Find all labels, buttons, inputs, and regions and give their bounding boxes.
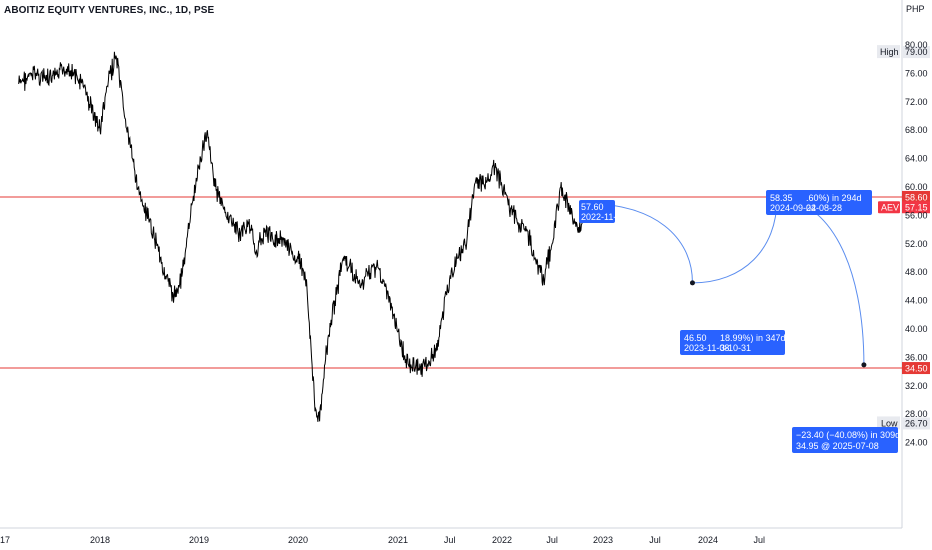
annotation-end-text: −23.40 (−40.08%) in 309d: [796, 430, 900, 440]
x-tick-label: 2018: [90, 535, 110, 545]
annotation-start-bg: [579, 200, 615, 223]
level-price-tag: [902, 362, 930, 375]
annotation-end-text: 34.95 @ 2025-07-08: [796, 441, 879, 451]
y-tick-label: 56.00: [905, 210, 928, 220]
annotation-trough-text: 46.50: [684, 333, 707, 343]
level-price-label: 34.50: [905, 364, 928, 374]
y-tick-label: 48.00: [905, 267, 928, 277]
annotation-peak-text: 58.35: [770, 193, 793, 203]
annotation-trough-bg: [680, 330, 785, 355]
x-tick-label: 2024: [698, 535, 718, 545]
price-series: [18, 51, 592, 422]
chart-title: ABOITIZ EQUITY VENTURES, INC., 1D, PSE: [4, 5, 215, 16]
x-tick-label: 2023: [593, 535, 613, 545]
plot-area: [0, 0, 903, 529]
symbol-tag: [878, 201, 900, 214]
y-tick-label: 36.00: [905, 352, 928, 362]
currency-label: PHP: [906, 4, 925, 14]
projection-curve: [590, 198, 865, 365]
annotation-peak-bg: [766, 190, 872, 215]
low-label: Low: [881, 418, 898, 428]
annotation-trough-text: 3-10-31: [720, 343, 751, 353]
annotation-trough-text: 18.99%) in 347d: [720, 333, 786, 343]
annotation-peak-text: 24-08-28: [806, 203, 842, 213]
high-label: High: [880, 47, 899, 57]
x-tick-label: Jul: [753, 535, 765, 545]
low-value: 26.70: [905, 418, 928, 428]
projection-point: [861, 362, 867, 368]
y-axis: PHP 80.00 76.00 72.00 68.00 64.00 60.00 56.00 52…: [905, 4, 928, 448]
annotation-trough-text: 2023-11-08: [684, 343, 729, 353]
x-tick-label: Jul: [444, 535, 456, 545]
annotation-peak-text: 2024-09-02: [770, 203, 816, 213]
x-tick-label: Jul: [649, 535, 661, 545]
x-axis: 17 2018 2019 2020 2021 Jul 2022 Jul 2023 Jul 2024 J…: [0, 535, 765, 545]
annotation-peak-text: .60%) in 294d: [806, 193, 862, 203]
current-price-label: 57.15: [905, 203, 928, 213]
projection-point: [689, 280, 695, 286]
y-tick-label: 72.00: [905, 97, 928, 107]
y-tick-label: 44.00: [905, 296, 928, 306]
level-price-tag: [902, 190, 930, 203]
y-tick-label: 24.00: [905, 438, 928, 448]
low-label-bg: [877, 416, 900, 430]
x-tick-label: 17: [0, 535, 10, 545]
x-tick-label: 2021: [388, 535, 408, 545]
high-value: 79.00: [905, 47, 928, 57]
y-tick-label: 64.00: [905, 154, 928, 164]
annotation-end-bg: [792, 427, 898, 453]
low-value-tag: [902, 417, 930, 430]
level-price-label: 58.60: [905, 192, 928, 202]
y-tick-label: 80.00: [905, 40, 928, 50]
high-value-tag: [902, 46, 930, 59]
horizontal-levels: 58.60 34.50 AEV 57.15 High 79.00 Low 26.70: [0, 45, 930, 430]
x-tick-label: 2019: [189, 535, 209, 545]
x-tick-label: 2022: [492, 535, 512, 545]
price-line: [18, 51, 592, 422]
y-tick-label: 32.00: [905, 381, 928, 391]
y-tick-label: 76.00: [905, 68, 928, 78]
y-tick-label: 40.00: [905, 324, 928, 334]
x-tick-label: 2020: [288, 535, 308, 545]
current-price-tag: [902, 201, 930, 214]
y-tick-label: 52.00: [905, 239, 928, 249]
annotation-start-text: 2022-11-18: [581, 212, 626, 222]
annotation-start-text: 57.60: [581, 202, 604, 212]
y-tick-label: 60.00: [905, 182, 928, 192]
high-label-bg: [877, 45, 900, 59]
x-tick-label: Jul: [546, 535, 558, 545]
y-tick-label: 68.00: [905, 125, 928, 135]
symbol-label: AEV: [881, 203, 899, 213]
y-tick-label: 28.00: [905, 409, 928, 419]
